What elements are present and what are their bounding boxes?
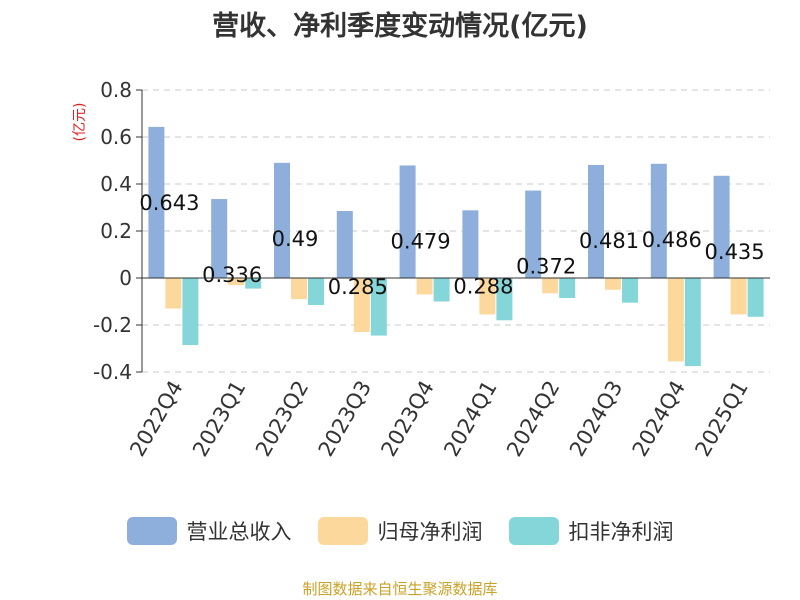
y-tick-label: 0 xyxy=(119,266,132,290)
bar-0-4 xyxy=(399,165,416,278)
bar-1-1 xyxy=(228,278,245,286)
y-tick-label: 0.6 xyxy=(100,125,132,149)
y-tick-label: -0.2 xyxy=(93,313,132,337)
data-label: 0.285 xyxy=(328,275,388,299)
bar-1-2 xyxy=(291,278,307,300)
data-label: 0.372 xyxy=(516,255,576,279)
y-tick-label: 0.4 xyxy=(100,172,132,196)
bar-0-6 xyxy=(525,190,542,278)
x-tick-label: 2024Q3 xyxy=(565,377,627,461)
legend-item-deducted-profit[interactable]: 扣非净利润 xyxy=(508,516,674,546)
bar-2-1 xyxy=(245,278,262,289)
x-tick-label: 2023Q4 xyxy=(376,376,438,460)
legend-label-net-profit: 归母净利润 xyxy=(377,520,483,544)
bar-2-6 xyxy=(559,278,576,298)
bar-0-8 xyxy=(650,163,667,278)
x-tick-label: 2024Q1 xyxy=(439,377,501,461)
y-tick-label: -0.4 xyxy=(93,360,132,384)
bar-0-1 xyxy=(211,199,228,278)
bar-0-7 xyxy=(588,164,604,278)
data-label: 0.486 xyxy=(642,228,702,252)
bar-1-5 xyxy=(479,278,496,315)
bar-1-4 xyxy=(416,278,433,295)
data-label: 0.435 xyxy=(705,240,765,264)
bar-2-7 xyxy=(622,278,638,303)
bar-1-7 xyxy=(605,278,621,290)
bar-1-0 xyxy=(165,278,182,309)
bar-2-9 xyxy=(747,278,764,317)
data-label: 0.479 xyxy=(391,229,451,253)
legend-swatch-deducted-profit xyxy=(508,517,559,545)
y-axis-label: (亿元) xyxy=(72,103,88,142)
legend-item-net-profit[interactable]: 归母净利润 xyxy=(317,516,483,546)
x-tick-label: 2024Q2 xyxy=(502,377,564,461)
source-footer: 制图数据来自恒生聚源数据库 xyxy=(302,580,498,598)
x-tick-label: 2022Q4 xyxy=(125,377,187,461)
bar-2-0 xyxy=(182,278,199,345)
x-tick-label: 2023Q3 xyxy=(314,377,376,461)
bar-0-9 xyxy=(713,175,730,278)
data-label: 0.336 xyxy=(202,263,262,287)
x-tick-label: 2025Q1 xyxy=(690,377,752,461)
bar-2-4 xyxy=(433,278,450,302)
legend-label-revenue: 营业总收入 xyxy=(186,520,292,544)
bar-1-8 xyxy=(667,278,684,362)
legend-label-deducted-profit: 扣非净利润 xyxy=(568,520,674,544)
legend-swatch-net-profit xyxy=(317,517,368,545)
data-label: 0.481 xyxy=(579,229,639,253)
data-label: 0.49 xyxy=(272,227,319,251)
bar-2-3 xyxy=(370,278,387,336)
bar-1-9 xyxy=(730,278,747,315)
legend-item-revenue[interactable]: 营业总收入 xyxy=(126,516,292,546)
y-tick-label: 0.2 xyxy=(100,219,132,243)
x-tick-label: 2023Q2 xyxy=(251,377,313,461)
legend: 营业总收入 归母净利润 扣非净利润 xyxy=(0,516,800,546)
bar-0-5 xyxy=(462,210,479,278)
bar-0-3 xyxy=(336,211,353,278)
bar-2-5 xyxy=(496,278,513,321)
bar-0-2 xyxy=(274,162,290,278)
bar-1-6 xyxy=(542,278,559,294)
x-tick-label: 2024Q4 xyxy=(628,377,690,461)
bar-1-3 xyxy=(353,278,370,333)
bar-2-8 xyxy=(684,278,701,367)
chart-title: 营收、净利季度变动情况(亿元) xyxy=(212,11,588,42)
bar-2-2 xyxy=(308,278,324,306)
y-tick-label: 0.8 xyxy=(100,78,132,102)
legend-swatch-revenue xyxy=(126,517,177,545)
x-tick-label: 2023Q1 xyxy=(188,377,250,461)
bar-0-0 xyxy=(148,126,165,279)
data-label: 0.643 xyxy=(139,191,199,215)
